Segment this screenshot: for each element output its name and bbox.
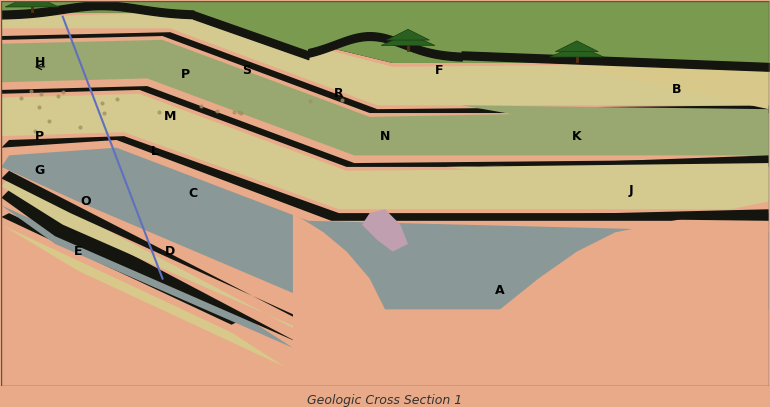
Polygon shape bbox=[2, 213, 239, 325]
Polygon shape bbox=[2, 190, 308, 348]
Text: B: B bbox=[671, 83, 681, 96]
Polygon shape bbox=[387, 29, 430, 40]
Text: D: D bbox=[165, 245, 176, 258]
Polygon shape bbox=[2, 32, 768, 113]
Text: O: O bbox=[81, 195, 91, 208]
Polygon shape bbox=[550, 45, 604, 57]
Text: L: L bbox=[151, 145, 159, 158]
Text: S: S bbox=[243, 64, 251, 77]
Polygon shape bbox=[2, 9, 768, 63]
Polygon shape bbox=[2, 86, 768, 167]
Polygon shape bbox=[11, 0, 54, 2]
Polygon shape bbox=[2, 225, 285, 367]
Polygon shape bbox=[2, 1, 768, 63]
Text: F: F bbox=[434, 64, 443, 77]
Polygon shape bbox=[447, 159, 768, 209]
Polygon shape bbox=[462, 105, 768, 159]
Polygon shape bbox=[5, 0, 59, 7]
Text: A: A bbox=[495, 284, 505, 297]
Polygon shape bbox=[2, 94, 768, 209]
Text: G: G bbox=[35, 164, 45, 177]
Text: P: P bbox=[35, 129, 45, 142]
Text: Geologic Cross Section 1: Geologic Cross Section 1 bbox=[307, 394, 463, 407]
Text: M: M bbox=[164, 110, 176, 123]
Polygon shape bbox=[447, 155, 768, 167]
Text: N: N bbox=[380, 129, 390, 142]
Polygon shape bbox=[2, 171, 323, 333]
Text: R: R bbox=[334, 87, 343, 100]
Text: P: P bbox=[181, 68, 190, 81]
Polygon shape bbox=[381, 33, 435, 46]
Polygon shape bbox=[2, 178, 316, 340]
Text: H: H bbox=[35, 57, 45, 70]
Text: C: C bbox=[189, 187, 198, 200]
Polygon shape bbox=[2, 148, 768, 309]
Text: K: K bbox=[572, 129, 581, 142]
Polygon shape bbox=[447, 209, 768, 221]
Polygon shape bbox=[2, 206, 293, 348]
Polygon shape bbox=[2, 40, 768, 155]
Polygon shape bbox=[2, 136, 768, 221]
Text: J: J bbox=[628, 184, 633, 197]
Polygon shape bbox=[555, 41, 598, 52]
Text: E: E bbox=[74, 245, 82, 258]
Polygon shape bbox=[293, 201, 768, 386]
Polygon shape bbox=[554, 63, 768, 109]
Polygon shape bbox=[2, 13, 768, 105]
Polygon shape bbox=[362, 209, 408, 252]
